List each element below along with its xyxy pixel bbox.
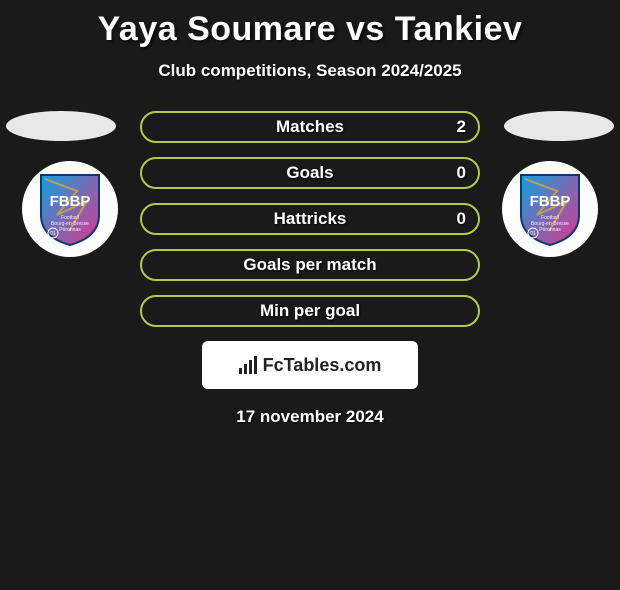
club-badge-right: FBBP Football Bourg-en-Bresse Péronnas 0… <box>502 161 598 257</box>
stat-label: Min per goal <box>260 301 360 321</box>
svg-text:Péronnas: Péronnas <box>59 227 81 233</box>
player-silhouette-left <box>6 111 116 141</box>
stat-row-hattricks: Hattricks 0 <box>140 203 480 235</box>
player-silhouette-right <box>504 111 614 141</box>
stat-label: Hattricks <box>274 209 347 229</box>
svg-text:FBBP: FBBP <box>50 193 91 210</box>
svg-text:FBBP: FBBP <box>530 193 571 210</box>
bar-chart-icon <box>239 356 257 374</box>
stat-row-goals: Goals 0 <box>140 157 480 189</box>
stat-label: Goals <box>286 163 333 183</box>
page-title: Yaya Soumare vs Tankiev <box>0 10 620 49</box>
shield-icon: FBBP Football Bourg-en-Bresse Péronnas 0… <box>517 171 583 247</box>
attribution-badge: FcTables.com <box>202 341 418 389</box>
stat-label: Goals per match <box>243 255 376 275</box>
stat-row-goals-per-match: Goals per match <box>140 249 480 281</box>
shield-icon: FBBP Football Bourg-en-Bresse Péronnas 0… <box>37 171 103 247</box>
svg-text:Péronnas: Péronnas <box>539 227 561 233</box>
stat-value: 2 <box>457 117 466 137</box>
stat-row-matches: Matches 2 <box>140 111 480 143</box>
svg-text:01: 01 <box>530 231 536 237</box>
club-badge-left: FBBP Football Bourg-en-Bresse Péronnas 0… <box>22 161 118 257</box>
subtitle: Club competitions, Season 2024/2025 <box>0 61 620 81</box>
stat-row-min-per-goal: Min per goal <box>140 295 480 327</box>
attribution-text: FcTables.com <box>263 355 382 376</box>
date-line: 17 november 2024 <box>0 407 620 427</box>
stat-label: Matches <box>276 117 344 137</box>
stats-area: FBBP Football Bourg-en-Bresse Péronnas 0… <box>0 111 620 427</box>
stat-value: 0 <box>457 163 466 183</box>
svg-text:01: 01 <box>50 231 56 237</box>
stat-value: 0 <box>457 209 466 229</box>
